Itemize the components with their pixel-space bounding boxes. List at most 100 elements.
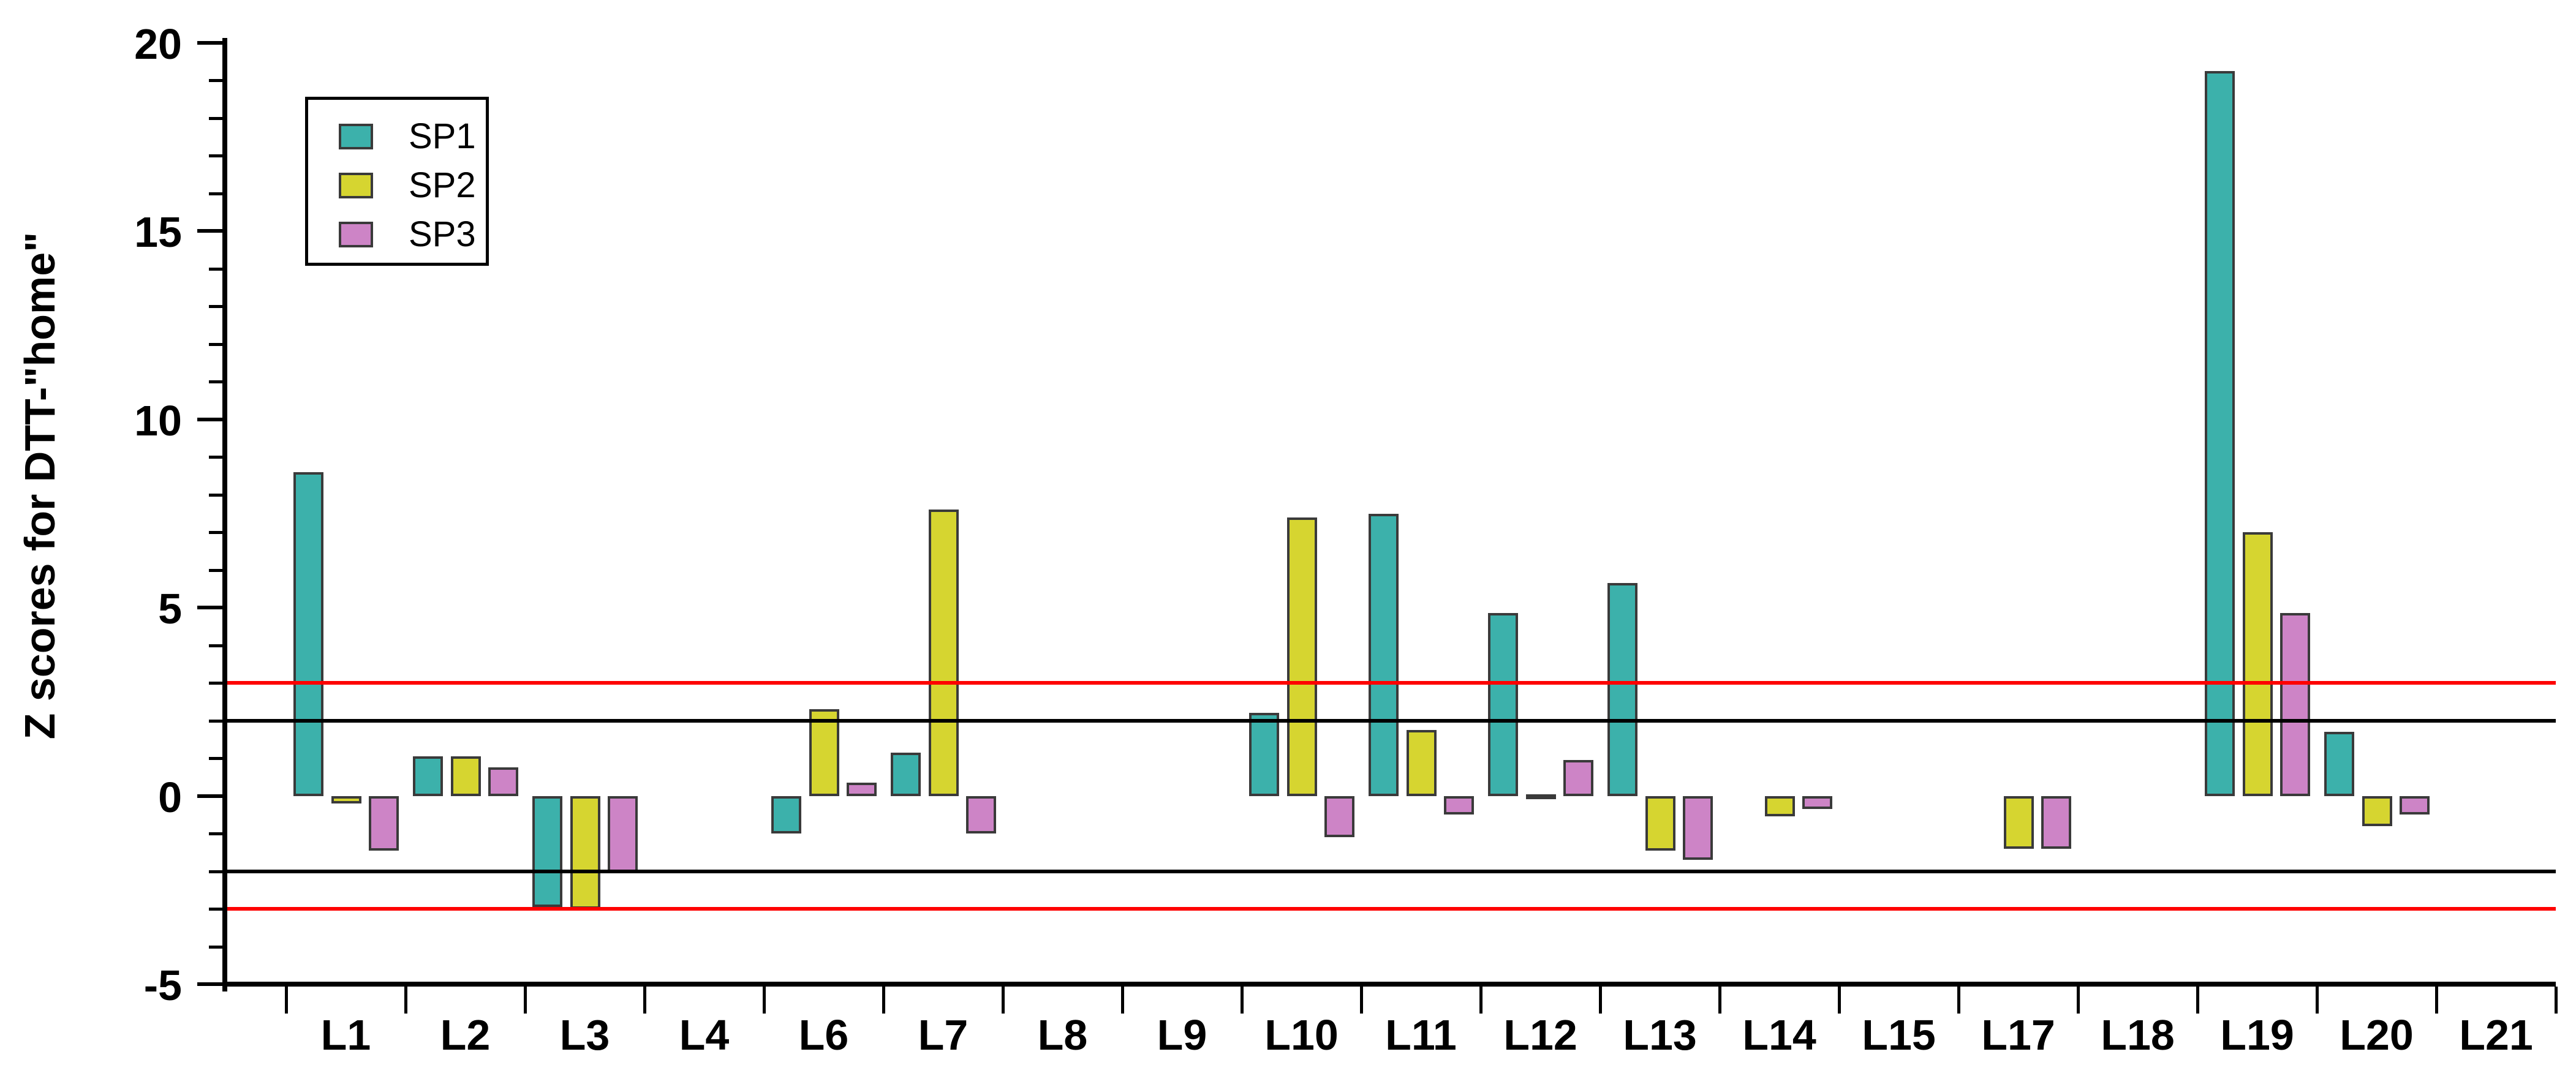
y-minor-tick-18 <box>209 116 225 120</box>
x-category-label-L21: L21 <box>2459 1011 2533 1059</box>
bar-L10-SP3 <box>1324 796 1354 838</box>
y-tick-label-20: 20 <box>134 20 182 68</box>
x-category-label-L6: L6 <box>798 1011 849 1059</box>
legend-item-sp2: SP2 <box>339 161 486 210</box>
y-major-tick--5 <box>197 982 225 986</box>
y-minor-tick--1 <box>209 832 225 836</box>
y-tick-label-5: 5 <box>158 585 182 633</box>
x-tick-5 <box>882 987 885 1014</box>
bar-L2-SP3 <box>488 767 518 796</box>
bar-L10-SP2 <box>1287 517 1317 796</box>
bar-L14-SP2 <box>1765 796 1795 817</box>
x-category-label-L7: L7 <box>918 1011 969 1059</box>
x-tick-12 <box>1718 987 1721 1014</box>
x-category-label-L20: L20 <box>2340 1011 2414 1059</box>
x-tick-3 <box>643 987 646 1014</box>
x-tick-11 <box>1599 987 1602 1014</box>
x-tick-19 <box>2555 987 2558 1014</box>
x-category-label-L15: L15 <box>1862 1011 1936 1059</box>
x-tick-2 <box>524 987 527 1014</box>
y-axis-title: Z scores for DTT-"home" <box>16 231 64 740</box>
bar-L3-SP1 <box>532 796 562 907</box>
legend-item-sp3: SP3 <box>339 210 486 259</box>
y-minor-tick-11 <box>209 380 225 384</box>
y-tick-label-15: 15 <box>134 208 182 257</box>
bar-L14-SP3 <box>1802 796 1832 810</box>
bar-L19-SP2 <box>2243 532 2273 796</box>
legend-label-sp1: SP1 <box>409 116 476 156</box>
y-minor-tick-1 <box>209 757 225 761</box>
y-minor-tick-16 <box>209 192 225 195</box>
x-category-label-L4: L4 <box>679 1011 730 1059</box>
bar-L7-SP2 <box>929 510 959 796</box>
bar-L11-SP2 <box>1407 730 1437 796</box>
x-category-label-L9: L9 <box>1157 1011 1207 1059</box>
y-minor-tick-19 <box>209 79 225 83</box>
bar-L20-SP2 <box>2362 796 2392 826</box>
bar-L6-SP1 <box>771 796 801 834</box>
bar-L3-SP2 <box>570 796 600 909</box>
x-tick-0 <box>285 987 288 1014</box>
y-minor-tick--4 <box>209 945 225 949</box>
x-axis-line <box>222 982 2556 987</box>
y-tick-label--5: -5 <box>143 961 182 1009</box>
y-major-tick-0 <box>197 794 225 798</box>
sp3-color-swatch <box>339 222 373 247</box>
x-category-label-L14: L14 <box>1742 1011 1816 1059</box>
bar-L12-SP3 <box>1563 760 1593 796</box>
bar-L20-SP1 <box>2324 732 2354 796</box>
bar-L13-SP3 <box>1683 796 1713 860</box>
bar-L13-SP1 <box>1607 583 1637 796</box>
x-category-label-L8: L8 <box>1037 1011 1088 1059</box>
bar-L1-SP2 <box>331 796 361 803</box>
bar-L2-SP2 <box>451 756 481 796</box>
bar-L17-SP2 <box>2004 796 2034 849</box>
bar-L1-SP3 <box>369 796 399 851</box>
sp2-color-swatch <box>339 173 373 198</box>
x-category-label-L17: L17 <box>1981 1011 2055 1059</box>
y-minor-tick-4 <box>209 644 225 647</box>
bar-L12-SP2 <box>1526 794 1556 799</box>
legend-label-sp3: SP3 <box>409 214 476 254</box>
bar-L6-SP2 <box>809 709 839 796</box>
reference-line-2 <box>227 718 2556 723</box>
y-minor-tick--3 <box>209 908 225 911</box>
y-minor-tick-13 <box>209 305 225 309</box>
bar-L20-SP3 <box>2400 796 2430 815</box>
x-tick-8 <box>1241 987 1244 1014</box>
y-minor-tick--2 <box>209 870 225 873</box>
x-tick-15 <box>2077 987 2080 1014</box>
x-tick-9 <box>1360 987 1363 1014</box>
bar-L17-SP3 <box>2041 796 2071 849</box>
y-minor-tick-3 <box>209 682 225 685</box>
bar-L10-SP1 <box>1249 713 1279 796</box>
bar-L7-SP3 <box>966 796 996 834</box>
y-minor-tick-8 <box>209 493 225 497</box>
x-category-label-L12: L12 <box>1503 1011 1577 1059</box>
bar-L2-SP1 <box>413 756 443 796</box>
y-minor-tick-12 <box>209 342 225 346</box>
x-tick-14 <box>1957 987 1960 1014</box>
x-category-label-L2: L2 <box>440 1011 491 1059</box>
legend-label-sp2: SP2 <box>409 165 476 205</box>
x-tick-1 <box>404 987 407 1014</box>
bar-L1-SP1 <box>293 472 323 796</box>
bar-L19-SP3 <box>2280 613 2310 796</box>
y-minor-tick-9 <box>209 456 225 459</box>
x-tick-4 <box>763 987 766 1014</box>
bar-L13-SP2 <box>1645 796 1675 851</box>
bar-L6-SP3 <box>847 783 877 796</box>
x-tick-16 <box>2196 987 2199 1014</box>
x-tick-13 <box>1838 987 1841 1014</box>
y-major-tick-10 <box>197 417 225 421</box>
x-tick-18 <box>2435 987 2438 1014</box>
reference-line-3 <box>227 681 2556 685</box>
bar-L19-SP1 <box>2205 71 2235 796</box>
reference-line--3 <box>227 907 2556 911</box>
y-minor-tick-6 <box>209 568 225 572</box>
x-category-label-L10: L10 <box>1264 1011 1339 1059</box>
y-major-tick-5 <box>197 606 225 610</box>
y-major-tick-15 <box>197 229 225 233</box>
y-minor-tick-14 <box>209 267 225 271</box>
